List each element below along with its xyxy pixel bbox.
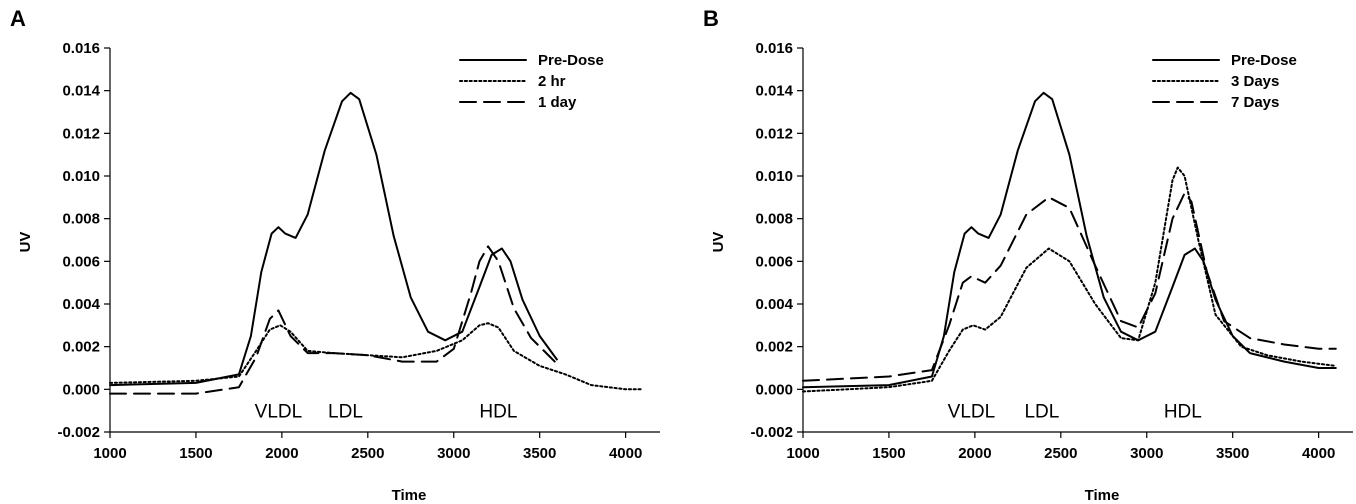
region-annotation: LDL [328,402,363,423]
y-tick-label: 0.002 [755,339,793,356]
series-line [109,91,558,387]
panel-label: B [703,6,719,31]
y-tick-label: 0.004 [755,296,793,313]
x-tick-label: 3000 [1130,445,1163,462]
series-line [802,166,1337,393]
y-tick-label: 0.016 [755,40,793,57]
legend-label: Pre-Dose [538,52,604,69]
legend-label: 1 day [538,94,577,111]
y-tick-label: 0.014 [755,83,793,100]
region-annotation: VLDL [948,402,996,423]
region-annotation: VLDL [255,402,303,423]
legend-label: Pre-Dose [1231,52,1297,69]
y-tick-label: 0.010 [755,168,793,185]
x-tick-label: 2500 [1044,445,1077,462]
y-tick-label: 0.006 [755,253,793,270]
chart-panel-a: A -0.002 0.000 0.002 0.004 0.006 0.008 0.010 0.0… [10,6,660,504]
y-tick-label: 0.006 [62,253,100,270]
region-annotation: HDL [479,402,517,423]
y-axis-title: UV [710,232,727,253]
y-tick-label: 0.000 [755,381,793,398]
x-axis-title: Time [1085,487,1120,504]
x-tick-label: 1000 [93,445,126,462]
series-line [802,192,1337,382]
x-tick-label: 4000 [1302,445,1335,462]
y-tick-label: 0.004 [62,296,100,313]
x-tick-label: 2000 [958,445,991,462]
x-tick-label: 1000 [786,445,819,462]
region-annotation: LDL [1024,402,1059,423]
y-tick-label: 0.010 [62,168,100,185]
y-tick-label: 0.000 [62,381,100,398]
legend-label: 2 hr [538,73,566,90]
x-axis-title: Time [392,487,427,504]
series-line [109,245,558,395]
legend-label: 7 Days [1231,94,1279,111]
y-tick-label: 0.014 [62,83,100,100]
y-tick-label: 0.016 [62,40,100,57]
x-tick-label: 2000 [265,445,298,462]
region-annotation: HDL [1164,402,1202,423]
legend-label: 3 Days [1231,73,1279,90]
x-tick-label: 2500 [351,445,384,462]
panel-label: A [10,6,26,31]
y-axis-title: UV [17,232,34,253]
x-tick-label: 1500 [179,445,212,462]
x-tick-label: 3500 [1216,445,1249,462]
chart-panel-b: B -0.002 0.000 0.002 0.004 0.006 0.008 0.010 0.0… [703,6,1353,504]
x-tick-label: 1500 [872,445,905,462]
x-tick-label: 4000 [609,445,642,462]
y-tick-label: 0.008 [755,211,793,228]
x-tick-label: 3500 [523,445,556,462]
series-line [802,91,1337,389]
y-tick-label: -0.002 [57,424,100,441]
y-tick-label: -0.002 [750,424,793,441]
y-tick-label: 0.012 [62,125,100,142]
y-tick-label: 0.002 [62,339,100,356]
x-tick-label: 3000 [437,445,470,462]
y-tick-label: 0.012 [755,125,793,142]
y-tick-label: 0.008 [62,211,100,228]
